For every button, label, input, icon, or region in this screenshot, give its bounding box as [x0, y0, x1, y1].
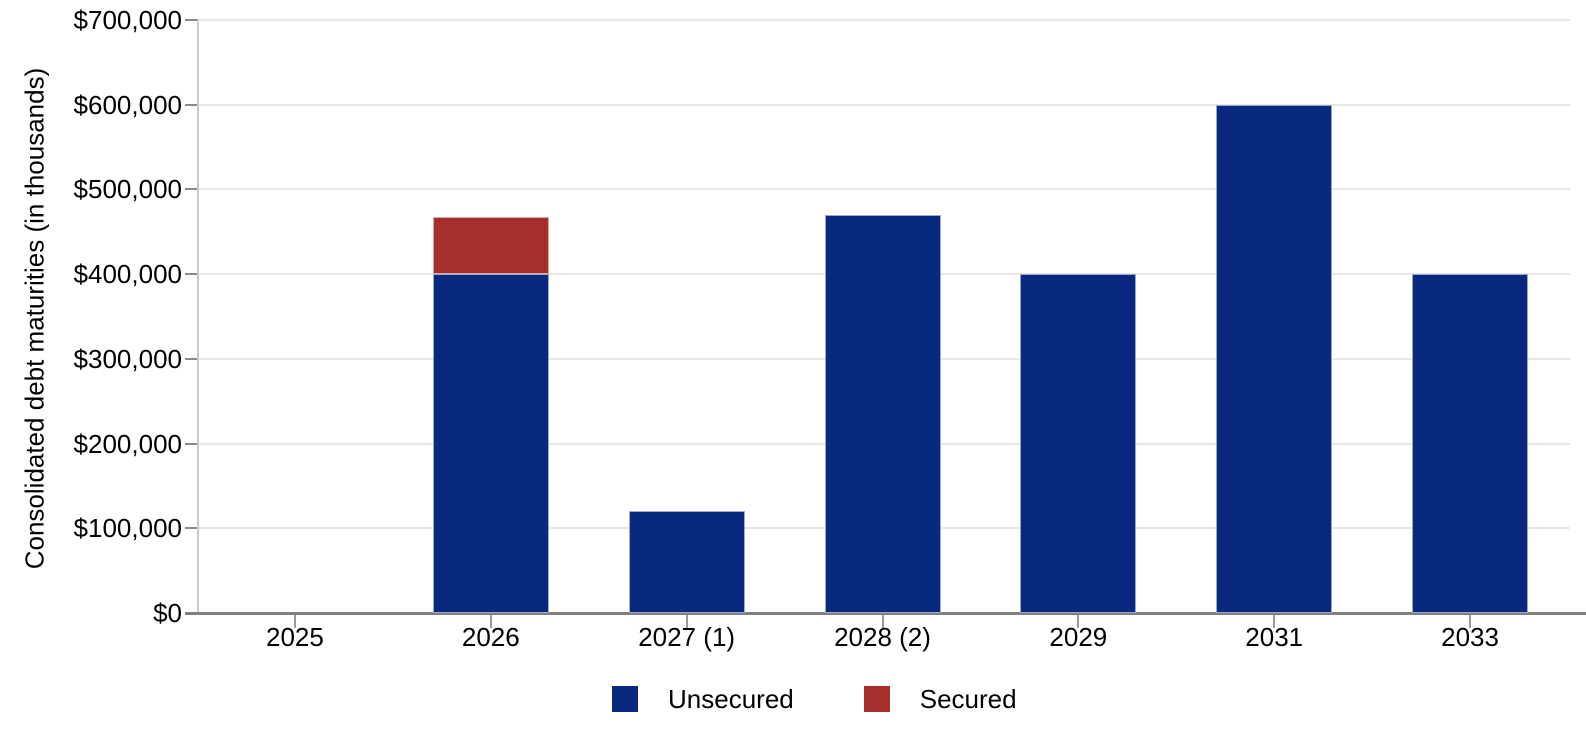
x-axis-line: [185, 612, 1586, 615]
x-axis-tick: [1077, 615, 1080, 628]
y-axis-tick: [185, 19, 198, 21]
x-axis-tick: [1469, 615, 1472, 628]
bar-2027-unsecured: [628, 511, 745, 613]
x-axis-tick-label: 2028 (2): [834, 622, 931, 652]
y-axis-tick-label: $300,000: [73, 343, 182, 374]
y-axis-tick-label: $500,000: [73, 174, 182, 205]
x-axis-tick: [685, 615, 688, 628]
y-axis-tick: [185, 273, 198, 276]
y-gridline: [197, 188, 1570, 191]
y-axis-line: [197, 20, 199, 613]
y-axis-tick-label: $100,000: [73, 513, 182, 544]
x-axis-tick-label: 2029: [1049, 622, 1108, 652]
x-axis-tick: [489, 615, 492, 628]
bar-2033-unsecured: [1412, 274, 1529, 613]
y-axis-tick: [185, 103, 198, 106]
x-axis-tick-label: 2025: [266, 622, 324, 652]
y-axis-tick-label: $200,000: [73, 428, 182, 459]
bar-2026-secured: [432, 216, 549, 275]
bar-2031-unsecured: [1216, 104, 1333, 613]
y-axis-tick-label: $400,000: [73, 259, 182, 290]
legend-label-secured: Secured: [919, 684, 1017, 714]
x-axis-tick: [881, 615, 884, 628]
secured-swatch-icon: [863, 686, 890, 712]
x-axis-tick-label: 2031: [1245, 622, 1304, 652]
y-axis-tick: [185, 527, 198, 530]
legend-item-secured: Secured: [863, 684, 1017, 714]
legend-label-unsecured: Unsecured: [668, 684, 794, 714]
legend: Unsecured Secured: [612, 684, 1017, 714]
y-axis-tick-label: $0: [153, 598, 182, 628]
y-axis-tick-label: $600,000: [73, 89, 182, 120]
legend-item-unsecured: Unsecured: [612, 684, 794, 714]
x-axis-tick-label: 2027 (1): [638, 622, 736, 652]
x-axis-tick-label: 2026: [461, 622, 520, 652]
unsecured-swatch-icon: [612, 686, 638, 712]
y-axis-tick: [185, 188, 198, 191]
y-gridline: [197, 103, 1570, 106]
bar-2029-unsecured: [1020, 274, 1137, 613]
bar-2026-unsecured: [432, 274, 549, 613]
x-axis-tick: [293, 615, 296, 628]
y-axis-tick: [185, 442, 198, 445]
y-gridline: [197, 19, 1570, 21]
y-axis-tick: [185, 357, 198, 360]
bar-2028-unsecured: [824, 214, 941, 613]
x-axis-tick: [1273, 615, 1276, 628]
x-axis-tick-label: 2033: [1441, 622, 1499, 652]
y-axis-tick-label: $700,000: [73, 5, 182, 35]
